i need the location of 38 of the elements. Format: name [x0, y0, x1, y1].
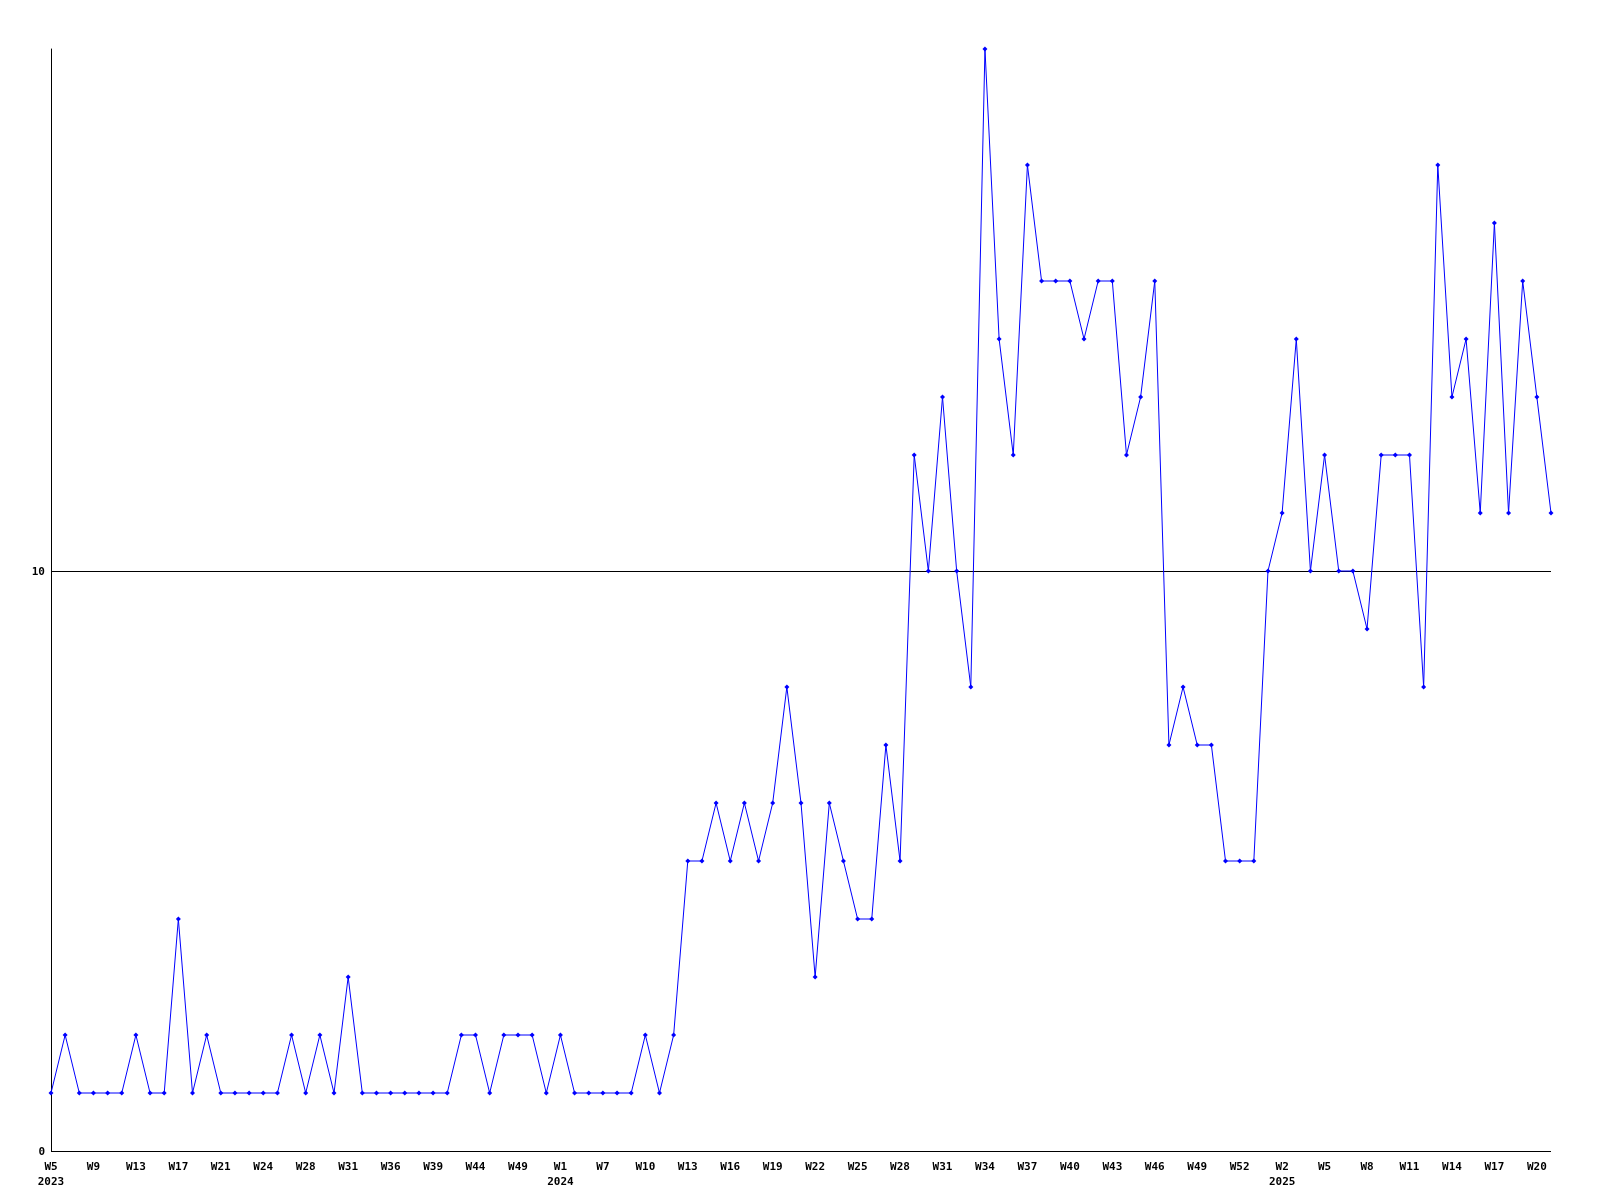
- x-tick-label: W28: [295, 1160, 316, 1173]
- x-tick-label: W17: [168, 1160, 189, 1173]
- x-tick-label: W36: [380, 1160, 401, 1173]
- x-tick-label: W39: [423, 1160, 444, 1173]
- x-tick-label: W52: [1229, 1160, 1250, 1173]
- x-tick-label: W49: [1187, 1160, 1208, 1173]
- x-tick-label: W5: [1317, 1160, 1332, 1173]
- x-tick-label: W8: [1360, 1160, 1374, 1173]
- x-tick-label: W44: [465, 1160, 486, 1173]
- x-tick-label: W34: [975, 1160, 996, 1173]
- x-tick-label: W37: [1017, 1160, 1038, 1173]
- x-tick-label: W16: [720, 1160, 741, 1173]
- x-tick-label: W22: [805, 1160, 826, 1173]
- x-tick-label: W7: [596, 1160, 610, 1173]
- x-tick-label: W14: [1442, 1160, 1463, 1173]
- x-tick-label: W9: [86, 1160, 101, 1173]
- x-tick-label: W10: [635, 1160, 656, 1173]
- x-tick-label: W17: [1484, 1160, 1505, 1173]
- x-tick-label: W31: [338, 1160, 359, 1173]
- x-tick-label: W24: [253, 1160, 274, 1173]
- x-tick-label: W40: [1059, 1160, 1080, 1173]
- y-tick-label: 10: [31, 564, 45, 578]
- x-tick-label: W31: [932, 1160, 953, 1173]
- y-tick-label: 0: [38, 1144, 45, 1158]
- x-tick-label: W49: [508, 1160, 528, 1173]
- x-tick-label: W21: [210, 1160, 232, 1173]
- x-tick-label: W46: [1144, 1160, 1166, 1173]
- x-tick-label: W1 2024: [547, 1160, 575, 1188]
- x-tick-label: W2 2025: [1268, 1160, 1296, 1188]
- x-tick-label: W25: [847, 1160, 868, 1173]
- x-tick-label: W11: [1399, 1160, 1420, 1173]
- x-tick-label: W13: [125, 1160, 146, 1173]
- x-tick-label: W20: [1526, 1160, 1547, 1173]
- x-tick-label: W43: [1102, 1160, 1123, 1173]
- x-tick-label: W13: [677, 1160, 698, 1173]
- x-tick-label: W28: [890, 1160, 910, 1173]
- x-tick-label: W5 2023: [37, 1160, 65, 1188]
- x-tick-label: W19: [762, 1160, 783, 1173]
